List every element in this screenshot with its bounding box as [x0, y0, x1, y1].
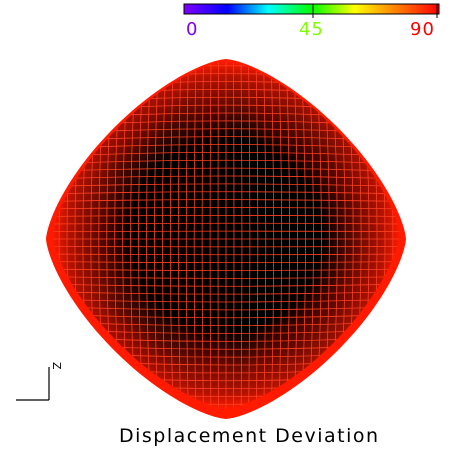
mesh-line-horizontal: [52, 175, 400, 180]
mesh-line-horizontal: [52, 298, 400, 303]
mesh-line-horizontal: [52, 291, 400, 295]
colorbar-min-label: 0: [186, 19, 199, 40]
colorbar-mid-label: 45: [299, 19, 324, 40]
mesh-line-horizontal: [52, 222, 400, 225]
mesh-line-horizontal: [52, 276, 400, 279]
mesh-line-horizontal: [52, 253, 400, 256]
colorbar-gradient: [184, 4, 439, 14]
mesh-line-horizontal: [52, 167, 400, 172]
mesh-line-vertical: [35, 59, 46, 419]
deformed-mesh-body[interactable]: [35, 50, 417, 428]
mesh-line-horizontal: [52, 261, 400, 264]
colorbar-frame: [183, 3, 440, 15]
mesh-line-horizontal: [52, 306, 400, 311]
mesh-line-horizontal: [52, 199, 400, 202]
mesh-line-horizontal: [52, 283, 400, 287]
mesh-line-horizontal: [52, 207, 400, 210]
mesh-line-horizontal: [52, 191, 400, 195]
mesh-line-horizontal: [52, 268, 400, 271]
mesh-line-vertical: [406, 59, 417, 419]
mesh-line-horizontal: [52, 159, 400, 165]
axis-label-z: Z: [50, 362, 63, 370]
mesh-line-horizontal: [52, 215, 400, 217]
mesh-grid: [35, 50, 417, 419]
mesh-line-horizontal: [46, 50, 406, 59]
axis-triad: Z: [16, 362, 63, 401]
colorbar: [183, 3, 440, 18]
plot-caption: Displacement Deviation: [119, 425, 380, 447]
colorbar-max-label: 90: [410, 19, 435, 40]
mesh-line-horizontal: [52, 183, 400, 187]
